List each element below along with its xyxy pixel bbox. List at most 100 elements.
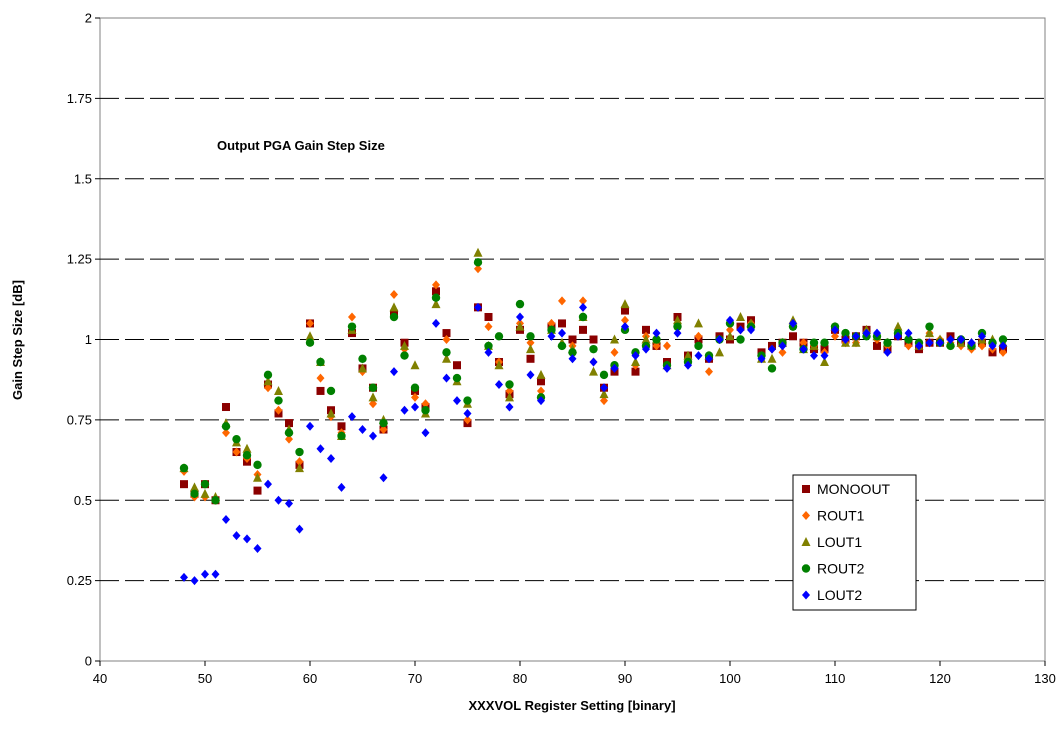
data-point xyxy=(358,363,367,373)
data-point xyxy=(421,428,430,438)
data-point xyxy=(747,325,755,335)
series-lout2 xyxy=(180,302,1007,586)
data-point xyxy=(337,482,346,492)
data-point xyxy=(221,422,231,431)
data-points xyxy=(179,247,1008,586)
data-point xyxy=(295,447,304,457)
y-axis-title: Gain Step Size [dB] xyxy=(10,280,25,400)
data-point xyxy=(726,315,734,325)
data-point xyxy=(190,489,199,499)
data-point xyxy=(180,572,188,582)
data-point xyxy=(421,406,430,415)
y-tick-label: 1.75 xyxy=(67,91,92,106)
data-point xyxy=(694,341,703,351)
data-point xyxy=(400,340,409,350)
data-point xyxy=(253,460,262,470)
y-tick-label: 1.25 xyxy=(67,252,92,267)
data-point xyxy=(673,328,682,338)
data-point xyxy=(505,402,514,412)
data-point xyxy=(526,354,535,363)
x-tick-label: 100 xyxy=(719,671,741,686)
data-point xyxy=(978,341,986,351)
data-point xyxy=(579,296,587,306)
data-point xyxy=(473,258,483,267)
data-point xyxy=(505,386,514,396)
legend-label-lout2: LOUT2 xyxy=(817,587,862,603)
legend-marker-monoout xyxy=(802,485,810,493)
data-point xyxy=(253,486,262,495)
data-point xyxy=(295,524,304,534)
data-point xyxy=(284,428,294,437)
data-point xyxy=(694,318,703,328)
data-point xyxy=(663,341,671,351)
data-point xyxy=(526,370,535,380)
data-point xyxy=(767,364,777,373)
data-point xyxy=(998,335,1008,344)
legend: MONOOUT ROUT1 LOUT1 ROUT2 LOUT2 xyxy=(792,474,917,611)
data-point xyxy=(831,331,839,341)
data-point xyxy=(883,347,892,357)
data-point xyxy=(442,348,451,357)
data-point xyxy=(621,315,629,325)
y-tick-label: 0.25 xyxy=(67,573,92,588)
data-point xyxy=(232,531,241,541)
data-point xyxy=(537,396,545,406)
data-point xyxy=(306,318,314,328)
data-point xyxy=(369,399,377,409)
legend-marker-lout1 xyxy=(801,537,811,546)
data-point xyxy=(642,344,650,354)
legend-marker-rout1 xyxy=(802,511,810,520)
data-point xyxy=(673,315,682,325)
data-point xyxy=(242,451,252,460)
data-point xyxy=(862,328,871,338)
data-point xyxy=(873,341,881,350)
data-point xyxy=(631,357,640,367)
data-point xyxy=(589,357,598,367)
data-point xyxy=(946,341,955,351)
data-point xyxy=(274,405,283,415)
data-point xyxy=(200,488,210,498)
data-point xyxy=(368,392,378,402)
data-point xyxy=(820,338,829,347)
data-point xyxy=(652,341,661,351)
data-point xyxy=(516,312,524,322)
data-point xyxy=(421,399,430,409)
data-point xyxy=(379,425,388,435)
y-tick-label: 0.75 xyxy=(67,412,92,427)
data-point xyxy=(390,367,398,377)
data-point xyxy=(337,431,346,441)
data-point xyxy=(736,335,745,344)
data-point xyxy=(725,331,735,341)
legend-label-lout1: LOUT1 xyxy=(817,534,862,550)
data-point xyxy=(211,496,220,505)
data-point xyxy=(431,293,441,302)
data-point xyxy=(904,335,913,344)
x-tick-label: 110 xyxy=(825,671,846,686)
data-point xyxy=(789,332,797,341)
data-point xyxy=(820,357,829,367)
data-point xyxy=(473,247,483,257)
data-point xyxy=(978,331,986,341)
data-point xyxy=(558,328,566,338)
data-point xyxy=(410,383,420,392)
legend-label-rout1: ROUT1 xyxy=(817,508,865,524)
data-point xyxy=(883,338,892,347)
data-point xyxy=(904,328,913,338)
data-point xyxy=(390,289,398,299)
data-point xyxy=(316,357,325,367)
data-point xyxy=(285,498,293,508)
data-point xyxy=(904,341,913,351)
data-point xyxy=(326,386,336,396)
data-point xyxy=(369,431,377,441)
data-point xyxy=(547,331,556,341)
data-point xyxy=(547,325,556,335)
x-tick-label: 90 xyxy=(618,671,632,686)
data-point xyxy=(337,422,346,431)
data-point xyxy=(652,335,661,344)
data-point xyxy=(358,354,367,363)
data-point xyxy=(389,302,399,312)
data-point xyxy=(526,332,535,341)
data-point xyxy=(999,347,1007,357)
data-point xyxy=(767,353,777,363)
data-point xyxy=(705,367,713,377)
